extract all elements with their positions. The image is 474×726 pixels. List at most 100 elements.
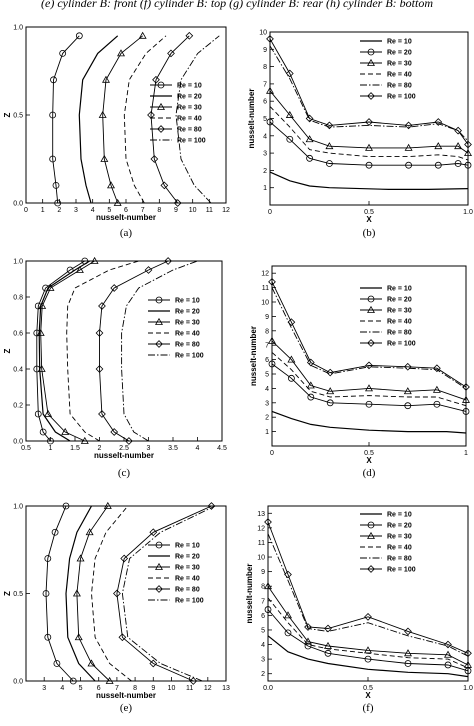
legend-marker (367, 48, 375, 56)
data-point (365, 118, 373, 126)
legend-marker (367, 565, 375, 573)
x-tick-label: 0.0 (263, 685, 273, 692)
data-point (120, 554, 129, 563)
series-re-30 (268, 336, 470, 403)
y-tick-label: 3 (261, 657, 265, 664)
series-line (102, 35, 143, 204)
legend-marker (367, 339, 375, 347)
legend-label: Re = 30 (175, 320, 200, 327)
x-tick-label: 4 (91, 207, 95, 214)
data-point (404, 627, 412, 636)
data-point (266, 35, 274, 43)
x-axis-label: X (366, 215, 372, 224)
data-point (110, 284, 119, 292)
data-point (46, 283, 55, 291)
x-tick-label: 9 (174, 207, 178, 214)
x-axis-label: nusselt-number (96, 691, 156, 700)
series-re-20 (266, 118, 472, 169)
series-re-30 (72, 501, 114, 684)
x-tick-label: 3 (74, 207, 78, 214)
y-tick-label: 3 (265, 400, 269, 407)
data-point (69, 677, 77, 685)
data-point (326, 399, 334, 407)
legend-marker (155, 296, 163, 304)
data-point (87, 659, 96, 667)
figure-header: (e) cylinder B: front (f) cylinder B: to… (41, 0, 433, 10)
data-point (433, 400, 441, 408)
series-re-20 (65, 505, 96, 682)
data-point (75, 265, 84, 273)
series-re-10 (269, 171, 469, 190)
data-point (284, 570, 292, 579)
x-tick-label: 9 (151, 685, 155, 692)
legend-marker (155, 585, 163, 593)
data-point (405, 161, 413, 169)
x-tick-label: 1 (41, 207, 45, 214)
data-point (287, 374, 295, 382)
x-tick-label: 4 (196, 445, 200, 452)
data-point (76, 554, 85, 562)
data-point (286, 135, 294, 143)
series-re-80 (271, 287, 467, 389)
series-re-30 (98, 31, 147, 206)
legend: Re = 10 Re = 20 Re = 30 Re = 40 Re = 80 Re = … (148, 296, 204, 360)
y-tick-label: 5 (265, 372, 269, 379)
y-tick-label: 1.0 (13, 504, 23, 511)
x-tick-label: 1 (49, 445, 53, 452)
series-line (267, 533, 469, 657)
data-point (432, 385, 441, 393)
data-point (103, 501, 112, 509)
series-line (76, 505, 110, 682)
subfigure-caption: (f) (363, 702, 374, 714)
series-re-10 (33, 257, 89, 445)
data-point (454, 126, 462, 135)
legend-marker (157, 81, 165, 89)
y-tick-label: 5 (261, 627, 265, 634)
legend-label: Re = 80 (387, 83, 412, 90)
x-tick-label: 1 (464, 450, 468, 457)
data-point (324, 649, 332, 657)
x-tick-label: 3 (147, 445, 151, 452)
data-point (365, 384, 373, 392)
legend-label: Re = 80 (175, 587, 200, 594)
data-point (464, 649, 472, 658)
legend-label: Re = 20 (175, 554, 200, 561)
series-line (269, 90, 469, 154)
data-point (404, 402, 412, 410)
legend: Re = 10 Re = 20 Re = 30 Re = 40 Re = 80 Re = … (360, 39, 416, 101)
data-point (454, 142, 463, 150)
y-tick-label: 7 (261, 598, 265, 605)
series-re-40 (269, 106, 469, 161)
data-point (150, 155, 159, 163)
series-line (65, 505, 96, 682)
data-point (304, 637, 312, 645)
x-tick-label: 0.5 (364, 450, 374, 457)
data-point (264, 606, 272, 613)
legend-label: Re = 30 (177, 105, 202, 112)
data-point (284, 611, 292, 619)
data-point (149, 659, 158, 668)
data-point (98, 302, 106, 310)
x-tick-label: 4 (60, 685, 64, 692)
series-line (267, 597, 469, 669)
series-re-80 (267, 533, 469, 657)
series-line (52, 35, 80, 204)
x-tick-label: 0.5 (363, 685, 373, 692)
data-point (125, 437, 133, 445)
y-tick-label: 0.2 (13, 403, 23, 410)
y-tick-label: 0.5 (13, 591, 23, 598)
data-point (444, 640, 452, 649)
legend-marker (155, 317, 163, 325)
x-tick-label: 0.5 (364, 209, 374, 216)
series-re-100 (121, 505, 216, 682)
subfigure-caption: (b) (363, 227, 376, 239)
data-point (326, 368, 335, 377)
data-point (152, 75, 160, 84)
y-tick-label: 11 (262, 285, 269, 292)
data-point (189, 677, 198, 685)
chart-e: 3 4 5 6 7 8 9 10 11 12 13 0.0 0.5 1.0 nusselt-number Z R… (3, 501, 230, 714)
data-point (117, 49, 125, 57)
x-tick-label: 2 (98, 445, 102, 452)
series-line (116, 505, 212, 682)
legend-label: Re = 80 (177, 127, 202, 134)
